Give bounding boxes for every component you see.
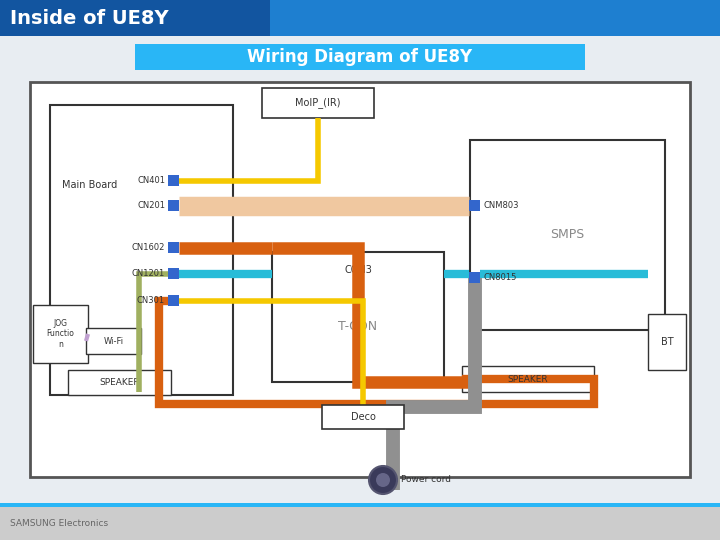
Bar: [50, 105, 233, 395]
Bar: [462, 366, 594, 392]
Bar: [33, 305, 88, 363]
Text: CN301: CN301: [137, 296, 165, 305]
Text: CON3: CON3: [344, 265, 372, 275]
Bar: [168, 242, 179, 253]
Bar: [135, 44, 585, 70]
Text: CNM803: CNM803: [483, 201, 518, 210]
Text: MoIP_(IR): MoIP_(IR): [295, 98, 341, 109]
Text: CN201: CN201: [137, 201, 165, 210]
Bar: [0, 503, 720, 507]
Bar: [168, 295, 179, 306]
Text: Inside of UE8Y: Inside of UE8Y: [10, 9, 168, 28]
Text: SPEAKER: SPEAKER: [508, 375, 549, 383]
Text: Deco: Deco: [351, 412, 375, 422]
Text: CN1602: CN1602: [132, 243, 165, 252]
Text: SAMSUNG Electronics: SAMSUNG Electronics: [10, 518, 108, 528]
Bar: [470, 140, 665, 330]
Text: Power cord: Power cord: [401, 476, 451, 484]
Text: SPEAKER: SPEAKER: [99, 378, 140, 387]
Text: Wi-Fi: Wi-Fi: [104, 336, 124, 346]
Bar: [469, 200, 480, 211]
Circle shape: [376, 473, 390, 487]
Bar: [272, 252, 444, 382]
Text: Wiring Diagram of UE8Y: Wiring Diagram of UE8Y: [248, 48, 472, 66]
Text: CN8015: CN8015: [483, 273, 516, 282]
Text: JOG
Functio
n: JOG Functio n: [47, 319, 74, 349]
Text: Main Board: Main Board: [62, 180, 117, 190]
Circle shape: [369, 466, 397, 494]
Bar: [86, 328, 141, 354]
Bar: [0, 0, 720, 36]
Bar: [0, 506, 720, 540]
Text: BT: BT: [661, 337, 673, 347]
Bar: [168, 200, 179, 211]
Bar: [262, 88, 374, 118]
Bar: [68, 370, 171, 395]
Bar: [0, 36, 720, 506]
Text: SMPS: SMPS: [550, 228, 585, 241]
Text: CN401: CN401: [137, 176, 165, 185]
Bar: [648, 314, 686, 370]
Bar: [322, 405, 404, 429]
Bar: [270, 0, 720, 36]
Bar: [30, 82, 690, 477]
Text: CN1201: CN1201: [132, 269, 165, 278]
Text: T-CON: T-CON: [338, 321, 377, 334]
Bar: [168, 175, 179, 186]
Bar: [469, 272, 480, 283]
Bar: [168, 268, 179, 279]
